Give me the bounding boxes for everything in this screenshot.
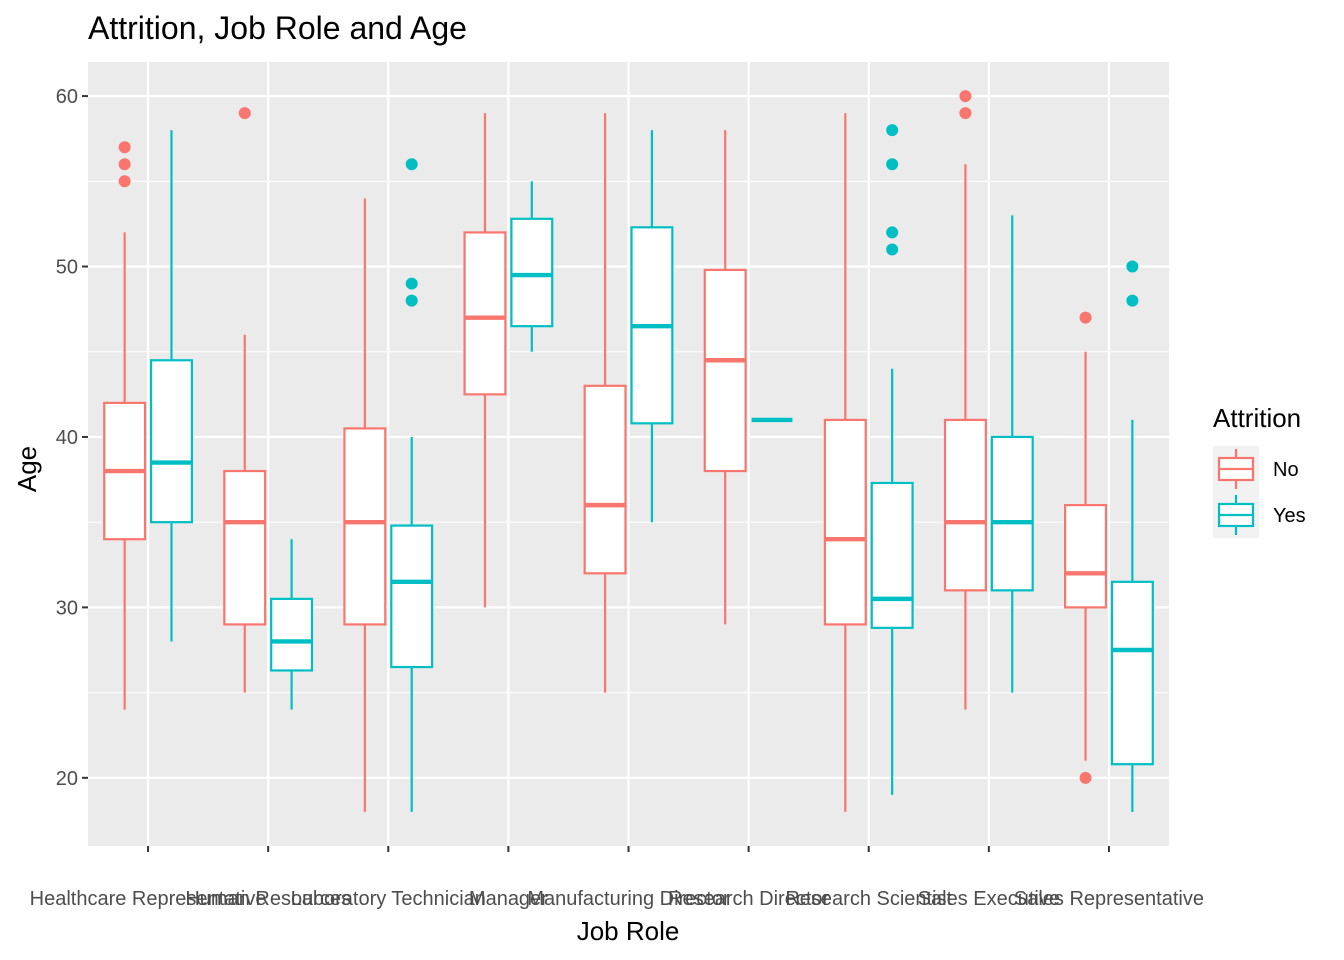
box-yes bbox=[870, 124, 914, 795]
box-yes bbox=[149, 130, 193, 642]
box-yes bbox=[510, 181, 554, 352]
outlier-point bbox=[405, 158, 418, 171]
outlier-point bbox=[959, 90, 972, 103]
box-no bbox=[943, 90, 987, 710]
legend-title: Attrition bbox=[1213, 403, 1301, 433]
x-tick-label: Sales Executive bbox=[918, 888, 1060, 910]
box-body bbox=[343, 427, 387, 626]
x-axis-title: Job Role bbox=[577, 916, 680, 946]
outlier-point bbox=[405, 294, 418, 307]
chart-title: Attrition, Job Role and Age bbox=[88, 10, 467, 46]
x-tick-label: Sales Representative bbox=[1014, 888, 1204, 910]
box-yes bbox=[990, 215, 1034, 693]
box-no bbox=[703, 130, 747, 625]
box-body bbox=[703, 268, 747, 473]
box-body bbox=[870, 481, 914, 629]
outlier-point bbox=[118, 175, 131, 188]
legend-label: No bbox=[1273, 459, 1299, 481]
box-body bbox=[510, 217, 554, 328]
legend: Attrition No Yes bbox=[1213, 403, 1306, 538]
outlier-point bbox=[886, 243, 899, 256]
box-yes bbox=[270, 539, 314, 710]
box-body bbox=[583, 384, 627, 575]
box-body bbox=[943, 418, 987, 592]
box-body bbox=[463, 231, 507, 396]
box-body bbox=[390, 524, 434, 669]
box-no bbox=[463, 113, 507, 608]
box-no bbox=[1064, 311, 1108, 784]
box-no bbox=[583, 113, 627, 693]
x-tick-label: Research Scientist bbox=[785, 888, 952, 910]
box-body bbox=[1064, 504, 1108, 609]
y-axis-title: Age bbox=[12, 446, 42, 492]
outlier-point bbox=[238, 107, 251, 120]
box-no bbox=[343, 198, 387, 812]
outlier-point bbox=[1079, 311, 1092, 324]
box-body bbox=[149, 359, 193, 524]
box-yes bbox=[390, 158, 434, 812]
grid-lines bbox=[88, 62, 1169, 846]
outlier-point bbox=[886, 158, 899, 171]
outlier-point bbox=[405, 277, 418, 290]
box-yes bbox=[1110, 260, 1154, 812]
y-tick-label: 40 bbox=[56, 427, 78, 449]
outlier-point bbox=[118, 158, 131, 171]
legend-label: Yes bbox=[1273, 505, 1306, 527]
x-tick-label: Human Resources bbox=[185, 888, 351, 910]
legend-item-no: No bbox=[1213, 446, 1299, 492]
y-tick-label: 30 bbox=[56, 597, 78, 619]
y-tick-label: 20 bbox=[56, 768, 78, 790]
outlier-point bbox=[1126, 294, 1139, 307]
box-body bbox=[223, 469, 267, 626]
y-axis: 20 30 40 50 60 bbox=[56, 86, 88, 790]
legend-item-yes: Yes bbox=[1213, 492, 1306, 538]
box-yes bbox=[630, 130, 674, 523]
box-no bbox=[103, 141, 147, 710]
y-tick-label: 60 bbox=[56, 86, 78, 108]
outlier-point bbox=[1126, 260, 1139, 273]
outlier-point bbox=[886, 226, 899, 239]
box-layer bbox=[103, 90, 1154, 812]
y-tick-label: 50 bbox=[56, 257, 78, 279]
box-body bbox=[270, 597, 314, 672]
outlier-point bbox=[118, 141, 131, 154]
box-body bbox=[990, 435, 1034, 592]
outlier-point bbox=[886, 124, 899, 137]
box-body bbox=[823, 418, 867, 626]
box-no bbox=[223, 107, 267, 693]
box-no bbox=[823, 113, 867, 812]
x-tick-label: Manufacturing Director bbox=[527, 888, 730, 910]
x-tick-label: Research Director bbox=[668, 888, 830, 910]
x-tick-label: Healthcare Representative bbox=[30, 888, 267, 910]
outlier-point bbox=[1079, 771, 1092, 784]
x-tick-label: Laboratory Technician bbox=[291, 888, 486, 910]
box-body bbox=[1110, 580, 1154, 766]
outlier-point bbox=[959, 107, 972, 120]
x-tick-label: Manager bbox=[469, 888, 548, 910]
